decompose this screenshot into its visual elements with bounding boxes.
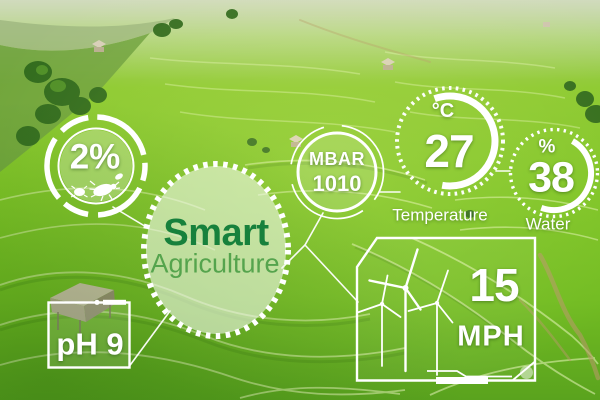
- temperature-unit: °C: [431, 100, 455, 122]
- node-hub: [141, 161, 291, 339]
- bugs-icon: [70, 173, 123, 202]
- connector-junction-wind: [304, 244, 359, 303]
- water-unit: %: [538, 136, 556, 158]
- hub-title-line2: Agriculture: [150, 248, 280, 279]
- pressure-unit: MBAR: [309, 149, 365, 169]
- node-water: [508, 127, 600, 219]
- temperature-value: 27: [424, 125, 474, 177]
- wind-unit: MPH: [457, 320, 525, 353]
- hub-title-line1: Smart: [163, 212, 269, 254]
- wind-turbines-icon: [356, 248, 454, 376]
- soil-ph-value: pH 9: [56, 326, 124, 362]
- pressure-value: 1010: [312, 171, 362, 196]
- node-temperature: [395, 86, 505, 196]
- node-pressure: [289, 124, 385, 220]
- connector-pressure-hub: [281, 212, 324, 269]
- temperature-label: Temperature: [392, 205, 488, 225]
- node-soil: [47, 299, 131, 369]
- water-value: 38: [528, 153, 575, 202]
- water-label: Water: [525, 214, 571, 234]
- node-pests: [44, 114, 148, 218]
- pests-value: 2%: [69, 137, 121, 177]
- connector-hub-ph: [127, 310, 171, 369]
- wind-value: 15: [469, 259, 519, 311]
- node-wind: [355, 236, 537, 384]
